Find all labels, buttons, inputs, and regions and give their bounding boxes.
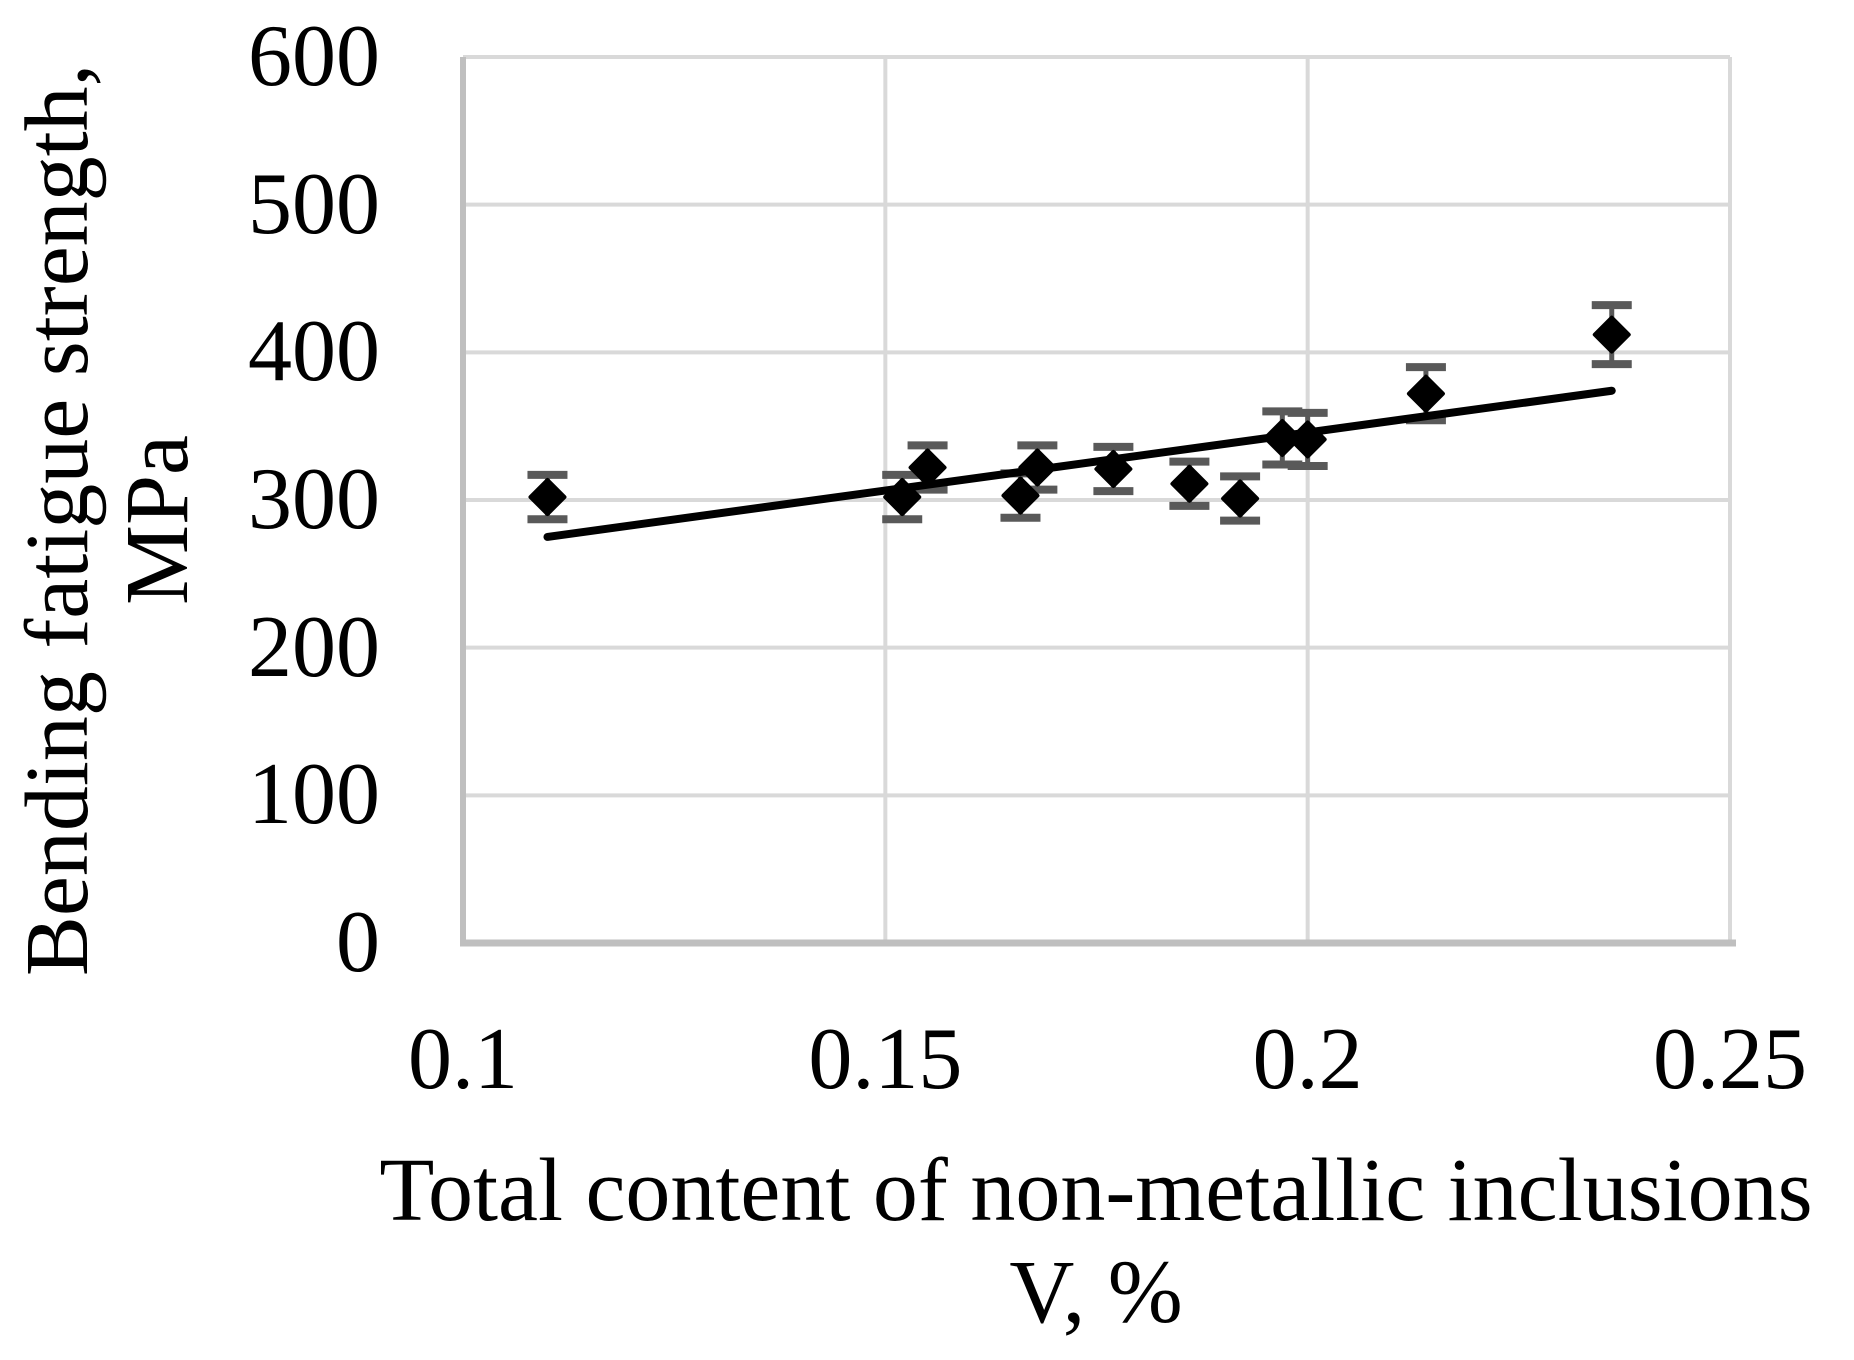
data-point-marker-9 — [1288, 420, 1327, 459]
x-tick-label-0.15: 0.15 — [808, 1011, 963, 1108]
data-point-marker-6 — [1170, 464, 1209, 503]
y-tick-label-300: 300 — [248, 451, 380, 548]
trendline — [543, 386, 1616, 541]
data-point-marker-0 — [528, 478, 567, 517]
x-tick-label-0.2: 0.2 — [1252, 1011, 1363, 1108]
data-point-marker-5 — [1094, 449, 1133, 488]
data-point-marker-10 — [1406, 374, 1445, 413]
data-point-marker-11 — [1592, 315, 1631, 354]
x-axis-title-line2: V, % — [1009, 1243, 1183, 1342]
x-axis-title: Total content of non-metallic inclusions… — [296, 1140, 1854, 1344]
y-axis-title-line2: MPa — [108, 434, 207, 606]
y-tick-label-200: 200 — [248, 598, 380, 696]
x-tick-label-0.1: 0.1 — [408, 1011, 518, 1108]
data-point-marker-1 — [883, 478, 922, 517]
data-point-marker-7 — [1221, 479, 1260, 518]
x-tick-label-0.25: 0.25 — [1653, 1011, 1807, 1108]
data-point-marker-4 — [1018, 448, 1057, 487]
y-tick-label-0: 0 — [336, 894, 380, 991]
x-axis-title-line1: Total content of non-metallic inclusions — [379, 1141, 1813, 1240]
y-tick-label-600: 600 — [248, 8, 380, 105]
y-tick-label-400: 400 — [248, 303, 380, 401]
data-point-marker-8 — [1263, 418, 1302, 457]
data-point-marker-3 — [1001, 476, 1040, 515]
y-tick-label-100: 100 — [248, 746, 380, 844]
y-tick-label-500: 500 — [248, 155, 380, 253]
data-point-marker-2 — [908, 448, 947, 487]
y-axis-title-line1: Bending fatigue strength, — [8, 63, 107, 977]
